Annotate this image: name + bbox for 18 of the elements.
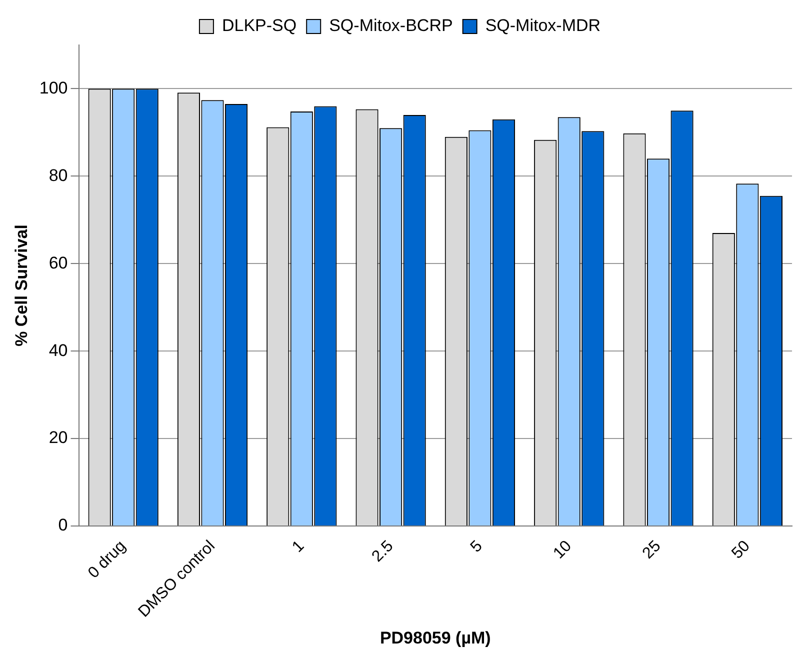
- x-tick-label: 25: [640, 538, 664, 562]
- legend-label: SQ-Mitox-BCRP: [329, 16, 453, 36]
- x-tick-label: 10: [550, 538, 576, 562]
- y-axis-title: % Cell Survival: [12, 224, 31, 346]
- x-tick-label: 0 drug: [85, 538, 130, 582]
- x-tick-label: 2.5: [368, 538, 397, 566]
- y-tick-label: 60: [48, 253, 68, 272]
- x-tick-label: 50: [728, 538, 754, 562]
- y-tick-label: 20: [48, 428, 68, 448]
- x-tick-label: 5: [468, 538, 486, 556]
- y-tick-label: 100: [39, 78, 68, 98]
- x-axis-title: PD98059 (µM): [380, 628, 491, 648]
- legend-label: DLKP-SQ: [222, 16, 297, 36]
- y-tick-label: 40: [48, 340, 68, 360]
- legend-label: SQ-Mitox-MDR: [485, 16, 601, 36]
- y-tick-label: 80: [48, 166, 68, 185]
- y-tick-label: 0: [58, 516, 68, 535]
- x-tick-label: 1: [289, 538, 308, 556]
